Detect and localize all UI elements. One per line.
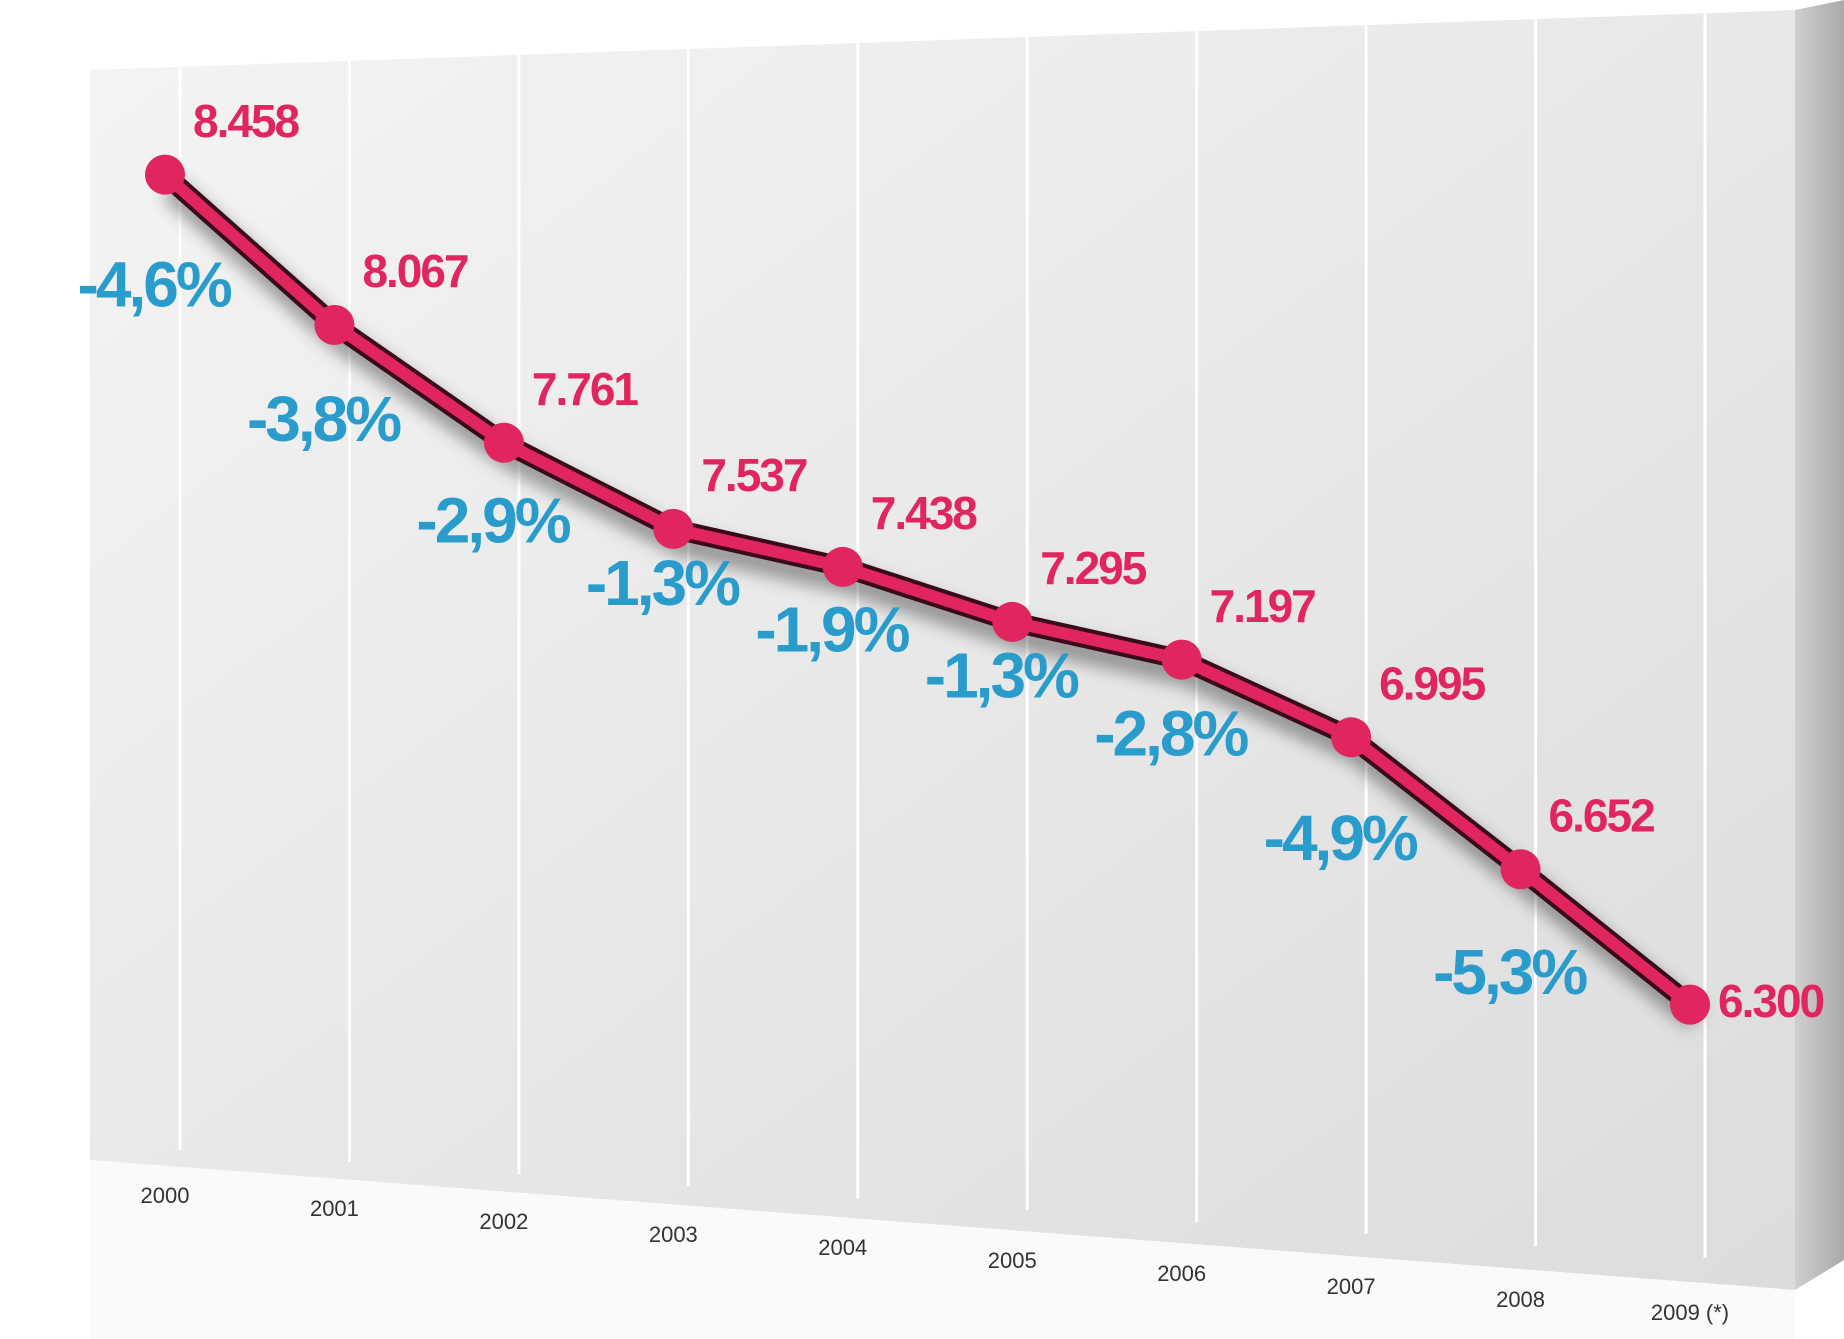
x-tick-label: 2008 bbox=[1496, 1287, 1545, 1312]
value-label: 7.295 bbox=[1040, 542, 1147, 594]
change-label: -3,8% bbox=[247, 383, 401, 455]
backdrop-side bbox=[1795, 0, 1844, 1290]
x-tick-label: 2005 bbox=[988, 1248, 1037, 1273]
value-label: 6.995 bbox=[1379, 657, 1486, 709]
point bbox=[822, 546, 863, 587]
value-label: 7.761 bbox=[532, 363, 639, 415]
change-label: -4,6% bbox=[78, 249, 232, 321]
x-tick-label: 2003 bbox=[649, 1222, 698, 1247]
point bbox=[1331, 717, 1372, 758]
change-label: -2,9% bbox=[416, 485, 570, 557]
x-tick-label: 2004 bbox=[818, 1235, 867, 1260]
x-tick-label: 2002 bbox=[479, 1209, 528, 1234]
point bbox=[1500, 849, 1541, 890]
value-label: 6.300 bbox=[1718, 975, 1824, 1027]
x-tick-label: 2006 bbox=[1157, 1261, 1206, 1286]
x-tick-label: 2000 bbox=[141, 1183, 190, 1208]
point bbox=[653, 508, 694, 549]
line bbox=[161, 170, 1694, 1010]
value-label: 8.458 bbox=[193, 95, 300, 147]
change-label: -1,3% bbox=[925, 640, 1079, 712]
point bbox=[314, 305, 355, 345]
point bbox=[1161, 639, 1202, 680]
x-tick-label: 2007 bbox=[1327, 1274, 1376, 1299]
change-label: -5,3% bbox=[1433, 936, 1587, 1008]
change-label: -4,9% bbox=[1264, 802, 1418, 874]
point bbox=[992, 601, 1033, 642]
x-tick-label: 2009 (*) bbox=[1651, 1300, 1729, 1325]
value-label: 7.537 bbox=[701, 449, 807, 501]
value-label: 7.438 bbox=[871, 487, 978, 539]
floor bbox=[90, 1160, 1795, 1339]
value-label: 6.652 bbox=[1549, 789, 1655, 841]
change-label: -2,8% bbox=[1094, 697, 1248, 769]
point bbox=[1670, 984, 1710, 1025]
x-tick-label: 2001 bbox=[310, 1196, 359, 1221]
value-label: 7.197 bbox=[1210, 580, 1316, 632]
value-label: 8.067 bbox=[362, 245, 468, 297]
point bbox=[145, 154, 185, 195]
change-label: -1,9% bbox=[755, 593, 909, 665]
backdrop bbox=[90, 10, 1795, 1290]
change-label: -1,3% bbox=[586, 547, 740, 619]
point bbox=[483, 422, 524, 463]
